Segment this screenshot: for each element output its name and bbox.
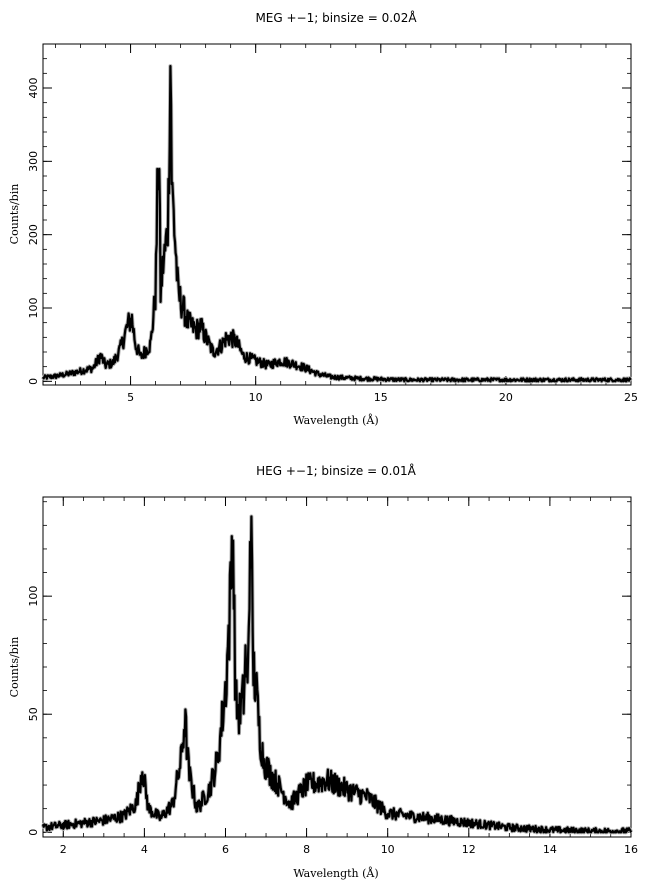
y-tick-label: 200 [27, 224, 40, 245]
x-tick-label: 14 [543, 843, 557, 856]
meg-title: MEG +−1; binsize = 0.02Å [255, 10, 417, 25]
x-tick-label: 20 [499, 391, 513, 404]
series-line [41, 515, 633, 834]
series-line [42, 64, 632, 383]
x-tick-label: 15 [374, 391, 388, 404]
meg-series-layer [41, 64, 633, 384]
heg-series-layer [41, 514, 633, 835]
x-tick-label: 12 [462, 843, 476, 856]
x-tick-label: 25 [624, 391, 638, 404]
heg-panel: HEG +−1; binsize = 0.01Å 2 4 6 8 10 12 14 16 0 50… [8, 463, 638, 880]
x-tick-label: 2 [60, 843, 67, 856]
y-tick-label: 100 [27, 586, 40, 607]
x-tick-label: 10 [249, 391, 263, 404]
x-tick-label: 5 [127, 391, 134, 404]
x-tick-label: 16 [624, 843, 638, 856]
y-tick-label: 100 [27, 298, 40, 319]
meg-axes: 5 10 15 20 25 0 100 200 300 400 [27, 43, 638, 404]
heg-x-axis-label: Wavelength (Å) [293, 866, 378, 880]
meg-plot-frame [42, 43, 632, 386]
meg-panel: MEG +−1; binsize = 0.02Å 5 10 15 20 25 0 100 20… [8, 10, 638, 427]
y-tick-label: 0 [27, 829, 40, 836]
x-tick-label: 8 [303, 843, 310, 856]
y-tick-label: 50 [27, 707, 40, 721]
heg-axes: 2 4 6 8 10 12 14 16 0 50 100 [27, 497, 638, 856]
x-tick-label: 6 [222, 843, 229, 856]
heg-title: HEG +−1; binsize = 0.01Å [256, 463, 417, 478]
x-tick-label: 4 [141, 843, 148, 856]
meg-y-axis-label: Counts/bin [8, 184, 21, 245]
meg-x-axis-label: Wavelength (Å) [293, 413, 378, 427]
y-tick-label: 0 [27, 378, 40, 385]
y-tick-label: 300 [27, 151, 40, 172]
y-tick-label: 400 [27, 78, 40, 99]
x-tick-label: 10 [381, 843, 395, 856]
heg-y-axis-label: Counts/bin [8, 637, 21, 698]
series-error-band [41, 64, 633, 384]
